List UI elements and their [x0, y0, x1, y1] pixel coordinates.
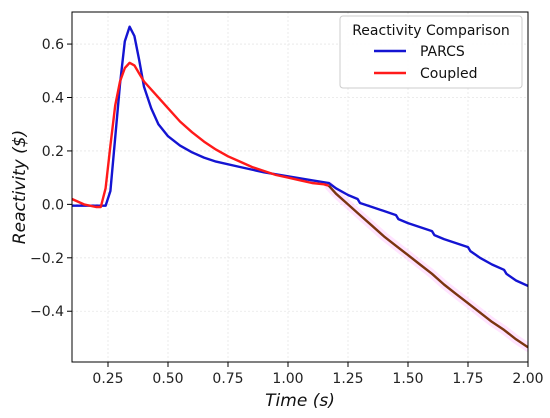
x-tick-label: 1.50 [392, 371, 423, 387]
series-line-coupled [72, 61, 330, 209]
series-line-parcs [72, 25, 528, 287]
y-tick-label: 0.2 [42, 144, 64, 160]
x-tick-label: 2.00 [512, 371, 543, 387]
x-tick-label: 1.00 [272, 371, 303, 387]
legend-label: Coupled [420, 66, 478, 82]
x-tick-label: 0.75 [212, 371, 243, 387]
plot-area-frame [71, 11, 529, 363]
y-tick-label: 0.6 [42, 37, 64, 53]
y-tick-label: −0.2 [30, 251, 64, 267]
x-tick-label: 0.50 [152, 371, 183, 387]
legend-box [339, 15, 523, 89]
x-tick-label: 1.75 [452, 371, 483, 387]
x-tick-label: 1.25 [332, 371, 363, 387]
legend: Reactivity Comparison PARCS Coupled [339, 15, 523, 89]
legend-title: Reactivity Comparison [352, 23, 510, 39]
y-tick-label: 0.4 [42, 90, 64, 106]
legend-label: PARCS [420, 44, 465, 60]
y-tick-label: −0.4 [30, 304, 64, 320]
x-tick-label: 0.25 [92, 371, 123, 387]
series-line-coupled-overlap [327, 184, 528, 349]
series-lines [72, 25, 528, 352]
y-axis-title: Reactivity ($) [10, 130, 30, 244]
x-axis-title: Time (s) [265, 391, 335, 411]
legend-entries: PARCS Coupled [374, 44, 478, 82]
axis-ticks: 0.25 0.50 0.75 1.00 1.25 1.50 1.75 2.00 −0.4 −0.2… [30, 37, 544, 387]
y-tick-label: 0.0 [42, 197, 64, 213]
